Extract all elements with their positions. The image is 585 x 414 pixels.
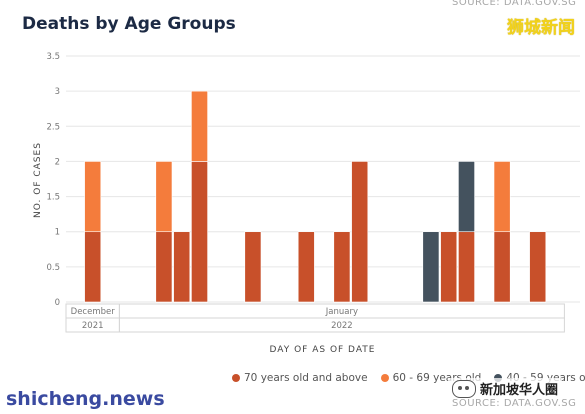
bar-segment-age_70_plus — [440, 231, 458, 303]
bar-segment-age_70_plus — [173, 231, 191, 303]
y-tick-label: 3 — [55, 87, 60, 97]
bar-segment-age_70_plus — [244, 231, 262, 303]
bar-segment-age_70_plus — [351, 161, 369, 303]
bar-segment-age_70_plus — [84, 231, 102, 303]
bar-segment-age_70_plus — [493, 231, 511, 303]
bar-segment-age_70_plus — [458, 231, 475, 303]
source-label-top: SOURCE: DATA.GOV.SG — [452, 0, 577, 8]
watermark-logo-text: 新加坡华人圈 — [480, 383, 559, 398]
x-tick-year: 2021 — [82, 321, 104, 331]
y-tick-label: 1.5 — [46, 193, 60, 203]
bar-segment-age_70_plus — [155, 231, 173, 303]
x-tick-month: January — [325, 307, 358, 317]
bar-segment-age_60_69 — [191, 90, 208, 162]
legend-label-70-plus: 70 years old and above — [244, 372, 368, 384]
y-tick-label: 1 — [55, 228, 60, 238]
legend-dot-60-69 — [380, 374, 389, 382]
bar-segment-age_60_69 — [493, 161, 511, 233]
bar-segment-age_60_69 — [84, 161, 102, 233]
watermark-top: 狮城新闻 — [507, 18, 575, 38]
legend-item-70-plus[interactable]: 70 years old and above — [232, 372, 368, 384]
watermark-logo: 新加坡华人圈 — [448, 378, 563, 399]
wechat-icon — [452, 379, 476, 398]
legend-dot-70-plus — [232, 374, 240, 382]
bar-segment-age_70_plus — [529, 231, 547, 303]
bar-segment-age_70_plus — [297, 231, 315, 303]
bar-segment-age_70_plus — [191, 161, 208, 303]
bar-segment-age_60_69 — [155, 161, 173, 233]
x-tick-year: 2022 — [331, 321, 353, 331]
y-tick-label: 2 — [55, 157, 60, 167]
x-axis-label: DAY OF AS OF DATE — [269, 345, 376, 355]
x-header-cell — [118, 317, 565, 333]
chart-title: Deaths by Age Groups — [22, 14, 236, 34]
bar-chart: 0 0.5 1 1.5 2 2.5 3 3.5 December January 2021 2022 — [46, 52, 580, 333]
watermark-bottom: shicheng.news — [6, 388, 165, 410]
bar-segment-age_40_59 — [422, 231, 440, 303]
source-label-bottom: SOURCE: DATA.GOV.SG — [452, 398, 577, 409]
y-tick-label: 2.5 — [46, 122, 60, 132]
bar-segment-age_40_59 — [458, 161, 475, 233]
y-tick-label: 3.5 — [46, 52, 60, 62]
y-tick-label: 0 — [55, 298, 60, 308]
y-tick-label: 0.5 — [46, 263, 60, 273]
x-tick-month: December — [71, 307, 116, 317]
bar-segment-age_70_plus — [333, 231, 351, 303]
